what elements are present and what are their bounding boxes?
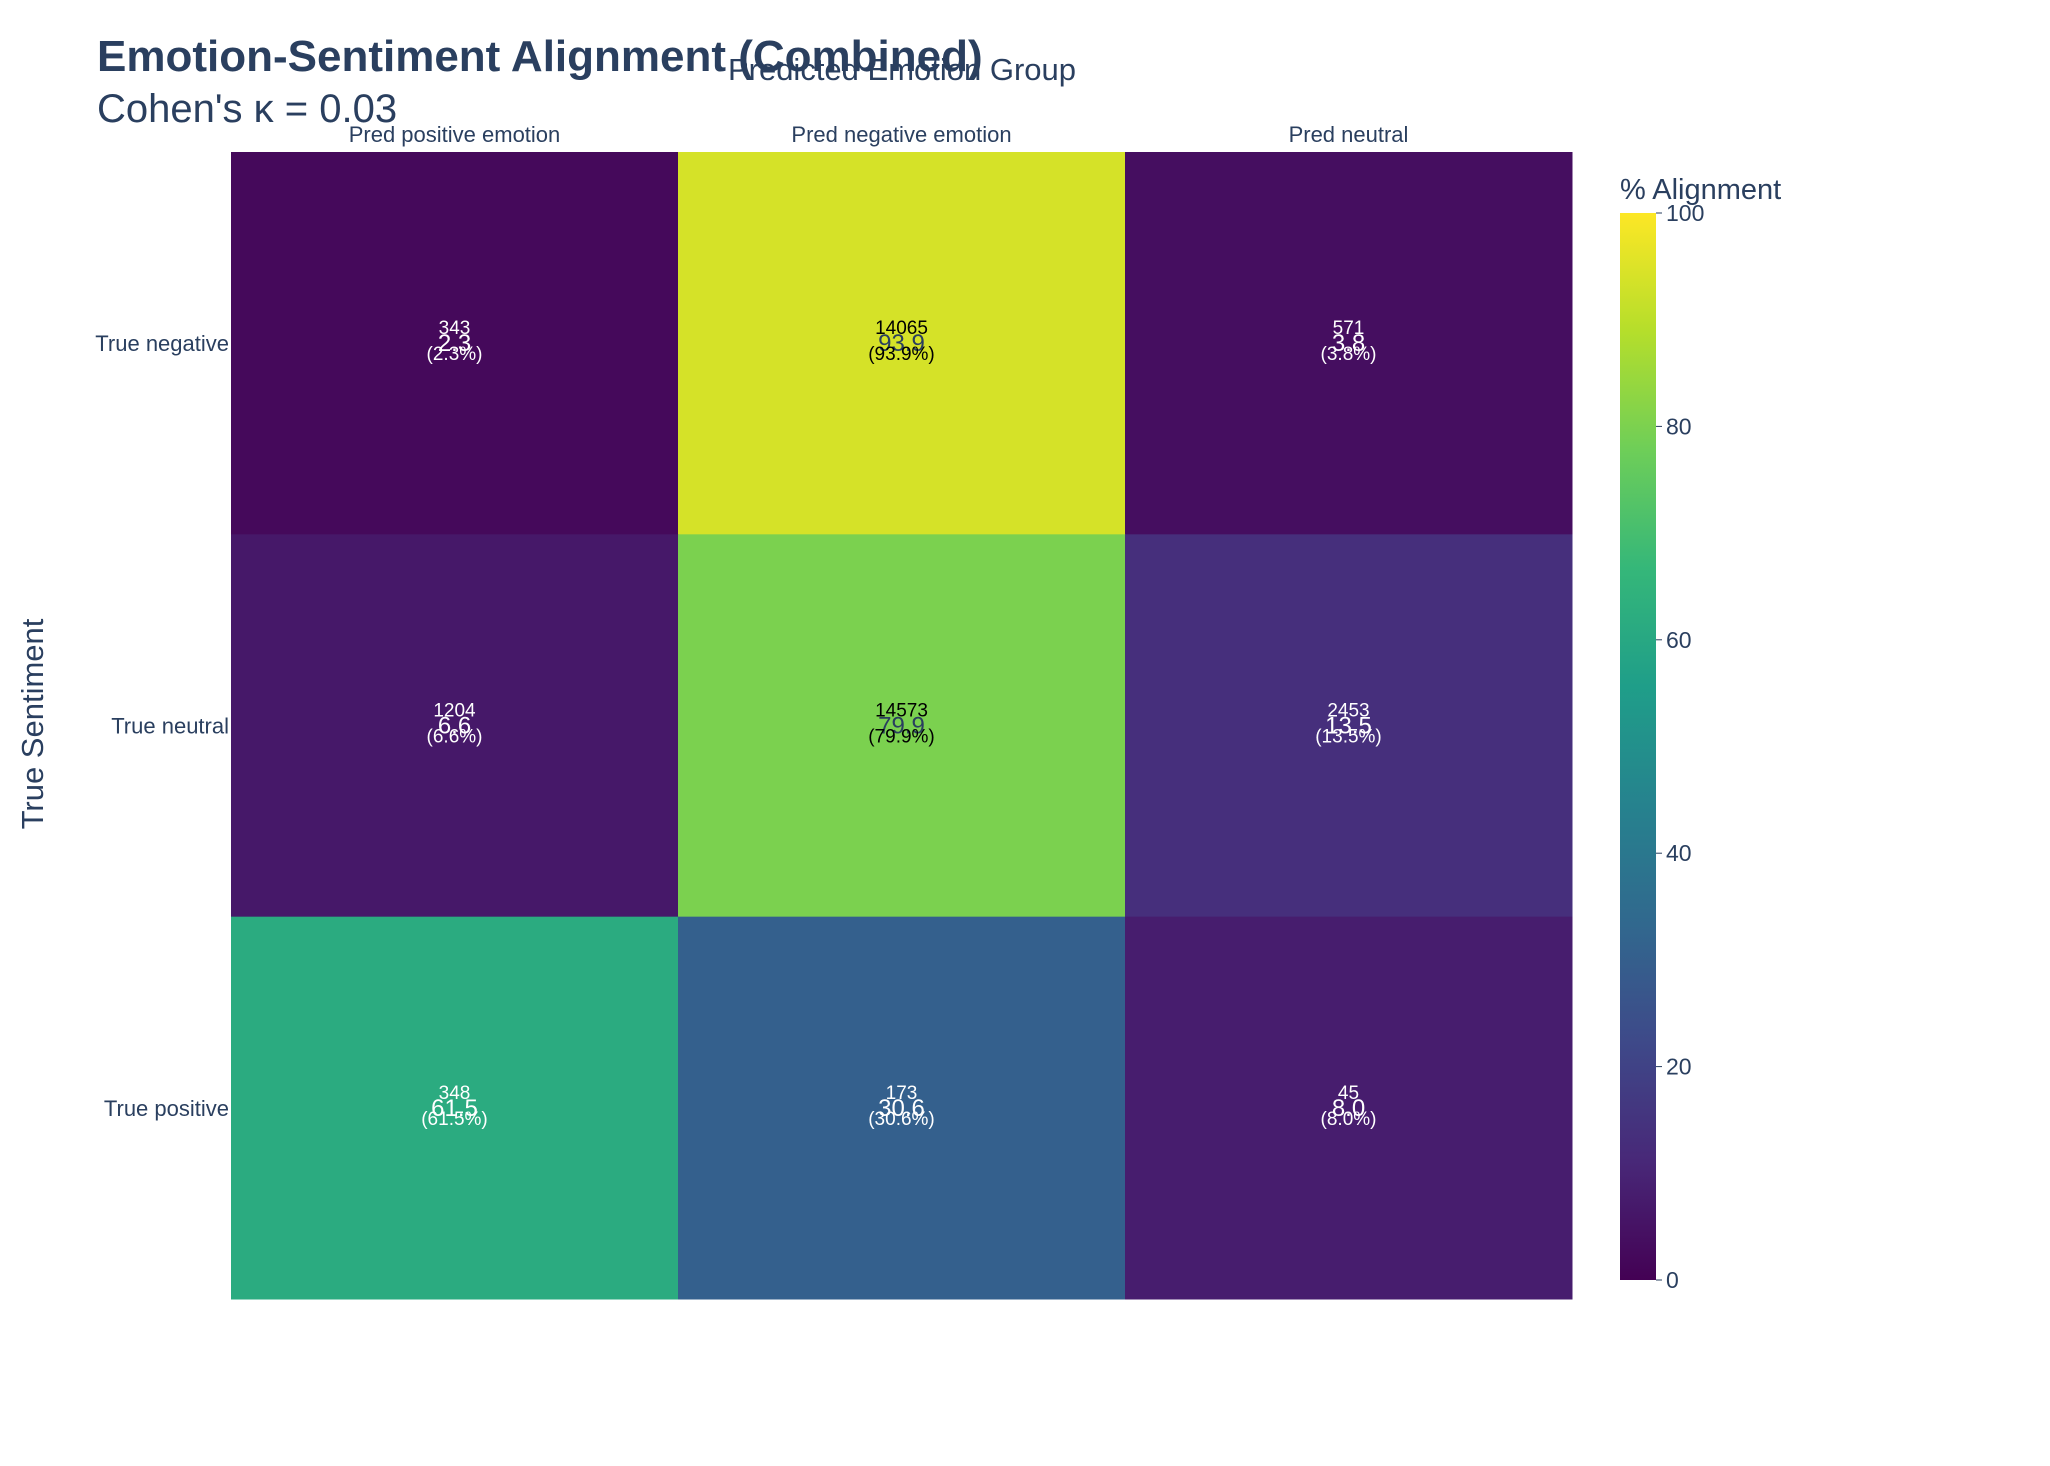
heatmap-cell	[1125, 534, 1573, 918]
cell-value-label: 8.0	[1332, 1095, 1365, 1122]
heatmap-cells	[231, 152, 1573, 1300]
cell-count-label: 173	[886, 1083, 918, 1104]
y-tick-label: True positive	[104, 1096, 229, 1121]
chart-title: Emotion-Sentiment Alignment (Combined)	[97, 32, 983, 81]
cell-value-label: 2.3	[438, 330, 471, 357]
cell-percent-label: (61.5%)	[421, 1109, 488, 1130]
x-tick-label: Pred positive emotion	[349, 122, 561, 147]
colorbar-tick-label: 20	[1666, 1054, 1692, 1080]
cell-percent-label: (13.5%)	[1315, 727, 1382, 748]
cell-value-label: 3.8	[1332, 330, 1365, 357]
heatmap-cell	[1125, 152, 1573, 535]
cell-percent-label: (8.0%)	[1321, 1109, 1377, 1130]
chart-subtitle: Cohen's κ = 0.03	[97, 87, 397, 131]
colorbar-tick-label: 80	[1666, 413, 1692, 439]
cell-percent-label: (6.6%)	[427, 727, 483, 748]
colorbar-tick-label: 0	[1666, 1267, 1679, 1293]
cell-count-label: 14065	[875, 318, 928, 339]
cell-value-label: 6.6	[438, 713, 471, 740]
y-tick-label: True neutral	[111, 714, 229, 739]
colorbar	[1620, 213, 1656, 1280]
heatmap-cell	[678, 152, 1126, 535]
heatmap-cell	[678, 534, 1126, 918]
cell-count-label: 343	[439, 318, 471, 339]
cell-count-label: 348	[439, 1083, 471, 1104]
heatmap-cell	[231, 152, 679, 535]
colorbar-title: % Alignment	[1620, 174, 1781, 206]
cell-count-label: 1204	[433, 701, 476, 722]
x-tick-label: Pred negative emotion	[791, 122, 1011, 147]
x-tick-labels: Pred positive emotion Pred negative emoti…	[349, 122, 1409, 147]
y-tick-labels: True negative True neutral True positive	[95, 331, 229, 1121]
heatmap-cell	[231, 534, 679, 918]
cell-percent-label: (30.6%)	[868, 1109, 935, 1130]
cell-value-label: 30.6	[878, 1095, 925, 1122]
cell-value-label: 13.5	[1325, 713, 1372, 740]
y-tick-label: True negative	[95, 331, 229, 356]
cell-count-label: 45	[1338, 1083, 1359, 1104]
x-tick-label: Pred neutral	[1289, 122, 1409, 147]
cell-count-label: 571	[1333, 318, 1365, 339]
cell-value-label: 93.9	[878, 330, 925, 357]
colorbar-tick-label: 60	[1666, 627, 1692, 653]
cell-value-label: 79.9	[878, 713, 925, 740]
heatmap-cell	[1125, 916, 1573, 1300]
y-axis-title: True Sentiment	[15, 618, 50, 829]
cell-count-label: 14573	[875, 701, 928, 722]
x-axis-title: Predicted Emotion Group	[728, 52, 1076, 87]
heatmap-cell	[231, 916, 679, 1300]
cell-count-label: 2453	[1327, 701, 1369, 722]
colorbar-tick-label: 40	[1666, 840, 1692, 866]
cell-value-label: 61.5	[431, 1095, 478, 1122]
cell-percent-label: (2.3%)	[427, 344, 483, 365]
colorbar-tick-label: 100	[1666, 200, 1704, 226]
heatmap-cell	[678, 916, 1126, 1300]
colorbar-ticks: 0 20 40 60 80 100	[1656, 200, 1704, 1293]
cell-percent-label: (79.9%)	[868, 727, 935, 748]
cell-percent-label: (93.9%)	[868, 344, 935, 365]
cell-percent-label: (3.8%)	[1321, 344, 1377, 365]
